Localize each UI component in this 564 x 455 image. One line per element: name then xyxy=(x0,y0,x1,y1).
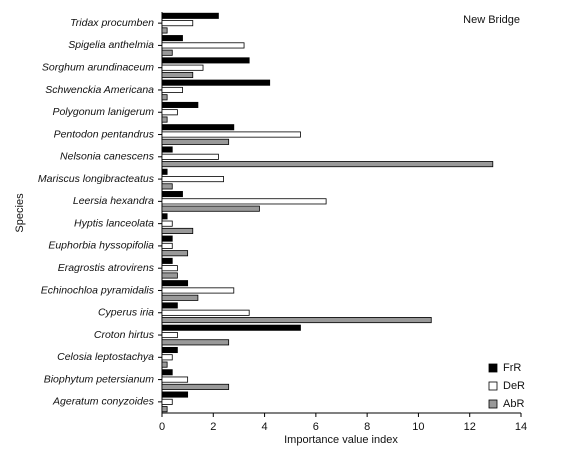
y-tick-label: Nelsonia canescens xyxy=(60,151,155,163)
legend-label: FrR xyxy=(503,362,521,374)
bar xyxy=(161,331,178,339)
x-tick-label: 0 xyxy=(159,421,165,433)
bar xyxy=(161,86,183,94)
bar xyxy=(161,168,168,175)
y-tick-label: Pentodon pentandrus xyxy=(54,128,155,140)
y-tick-label: Tridax procumben xyxy=(70,17,154,29)
bar xyxy=(161,324,301,331)
y-tick-label: Spigelia anthelmia xyxy=(68,39,154,51)
bar xyxy=(161,191,183,198)
legend-swatch xyxy=(488,363,498,373)
x-tick-label: 2 xyxy=(210,421,216,433)
bar xyxy=(161,220,173,227)
bar xyxy=(161,257,173,264)
bar xyxy=(161,406,168,413)
bar xyxy=(161,242,173,249)
bar xyxy=(161,383,230,390)
bar xyxy=(161,376,189,383)
bar xyxy=(161,64,204,71)
bar xyxy=(161,20,194,27)
bar xyxy=(161,124,235,131)
bar xyxy=(161,391,189,398)
bar xyxy=(161,213,168,220)
bar xyxy=(161,57,250,64)
y-tick-label: Biophytum petersianum xyxy=(44,373,155,385)
bar xyxy=(161,153,219,160)
x-tick-label: 8 xyxy=(364,421,370,433)
bar xyxy=(161,116,168,123)
y-tick-label: Cyperus iria xyxy=(98,307,154,319)
bar xyxy=(161,27,168,34)
x-tick-label: 4 xyxy=(262,421,268,433)
bar xyxy=(161,79,271,86)
bar xyxy=(161,250,189,257)
y-tick-label: Celosia leptostachya xyxy=(57,351,154,363)
bar xyxy=(161,138,230,145)
bar xyxy=(161,183,173,190)
bar xyxy=(161,346,178,354)
bar xyxy=(161,49,173,56)
bar xyxy=(161,71,194,79)
y-tick-label: Sorghum arundinaceum xyxy=(42,61,154,73)
annotation: New Bridge xyxy=(463,14,520,26)
bar xyxy=(161,317,432,324)
x-tick-label: 14 xyxy=(515,421,527,433)
y-tick-label: Croton hirtus xyxy=(94,329,155,341)
bar xyxy=(161,176,224,183)
legend-label: AbR xyxy=(503,398,524,410)
x-axis-label: Importance value index xyxy=(284,434,398,446)
bar xyxy=(161,205,260,212)
y-tick-label: Leersia hexandra xyxy=(73,195,154,207)
bar xyxy=(161,131,301,138)
bar xyxy=(161,339,230,346)
bar xyxy=(161,361,168,368)
y-tick-label: Eragrostis atrovirens xyxy=(58,262,155,274)
y-tick-label: Mariscus longibracteatus xyxy=(38,173,155,185)
bar xyxy=(161,354,173,361)
y-tick-label: Ageratum conyzoides xyxy=(52,396,155,408)
bar xyxy=(161,287,235,294)
x-tick-label: 10 xyxy=(412,421,424,433)
y-axis-label: Species xyxy=(14,193,26,233)
y-tick-label: Echinochloa pyramidalis xyxy=(41,284,155,296)
legend-label: DeR xyxy=(503,380,525,392)
bar xyxy=(161,398,173,405)
bar xyxy=(161,101,199,108)
bar xyxy=(161,235,173,242)
bar xyxy=(161,294,199,301)
bar xyxy=(161,265,178,272)
bar xyxy=(161,280,189,287)
x-tick-label: 6 xyxy=(313,421,319,433)
x-tick-label: 12 xyxy=(464,421,476,433)
bar xyxy=(161,146,173,153)
bar xyxy=(161,272,178,279)
bar xyxy=(161,302,178,309)
y-tick-label: Polygonum lanigerum xyxy=(52,106,154,118)
bar xyxy=(161,35,183,42)
y-tick-label: Hyptis lanceolata xyxy=(74,217,154,229)
bar xyxy=(161,227,194,234)
bar xyxy=(161,42,245,49)
bar xyxy=(161,109,178,116)
bar xyxy=(161,309,250,316)
y-tick-label: Euphorbia hyssopifolia xyxy=(48,240,154,252)
bar xyxy=(161,161,494,168)
legend-swatch xyxy=(488,381,498,391)
legend-swatch xyxy=(488,399,498,409)
bar xyxy=(161,198,327,205)
bar xyxy=(161,94,168,101)
bar xyxy=(161,12,219,19)
bar xyxy=(161,369,173,376)
y-tick-label: Schwenckia Americana xyxy=(45,84,154,96)
